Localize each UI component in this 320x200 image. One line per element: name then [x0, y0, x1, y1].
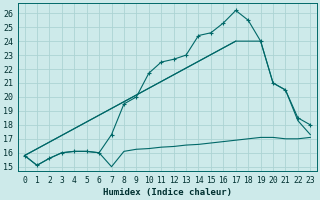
X-axis label: Humidex (Indice chaleur): Humidex (Indice chaleur): [103, 188, 232, 197]
